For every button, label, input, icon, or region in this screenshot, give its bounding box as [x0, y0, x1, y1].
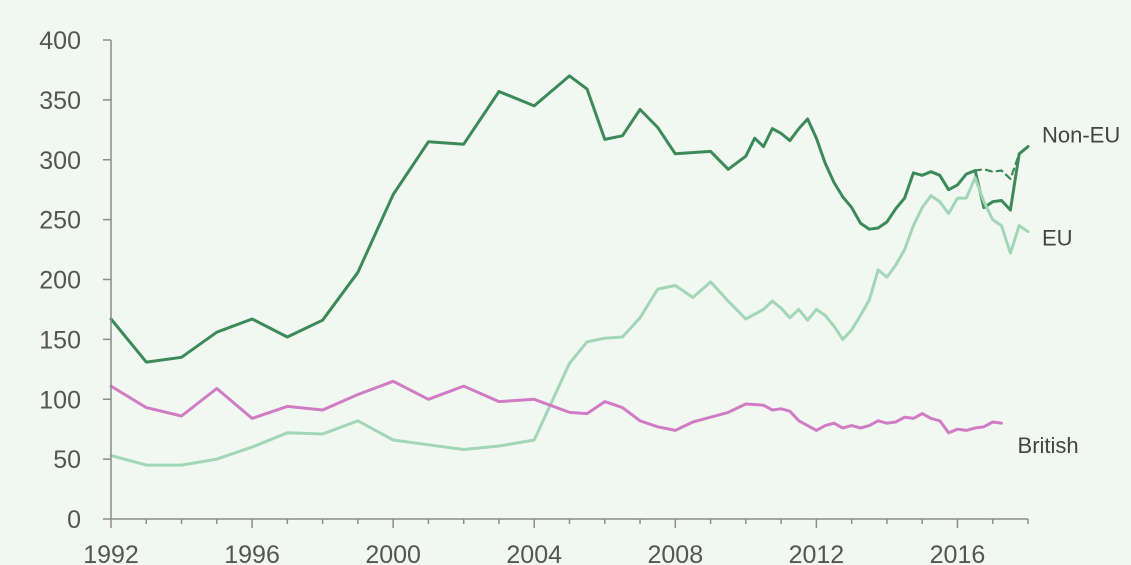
x-tick-label: 2012: [789, 541, 845, 565]
x-tick-label: 1992: [83, 541, 139, 565]
series-line-british: [109, 379, 1003, 435]
series-line-eu: [109, 176, 1030, 467]
series-line-non-eu: [109, 74, 1030, 364]
x-tick-label: 2000: [365, 541, 421, 565]
series-label-eu: EU: [1042, 226, 1073, 251]
y-tick-label: 400: [39, 27, 81, 55]
x-tick-label: 2016: [930, 541, 986, 565]
series-line-dashed-1: [974, 152, 1021, 180]
y-tick-label: 50: [53, 446, 81, 474]
series-label-british: British: [1018, 433, 1079, 458]
y-tick-label: 0: [67, 506, 81, 534]
y-tick-label: 300: [39, 147, 81, 175]
y-tick-label: 200: [39, 267, 81, 295]
series-label-non-eu: Non-EU: [1042, 123, 1120, 148]
y-tick-label: 100: [39, 386, 81, 414]
y-tick-label: 350: [39, 87, 81, 115]
y-tick-label: 250: [39, 207, 81, 235]
axes-layer: 0 50 100 150 200 250 300 350 400 1992 1996 2000 2004…: [39, 27, 1029, 565]
series-layer: [109, 74, 1030, 467]
series-labels: Non-EU EU British: [1018, 123, 1121, 459]
x-tick-label: 2008: [647, 541, 703, 565]
x-tick-label: 1996: [224, 541, 280, 565]
x-tick-label: 2004: [506, 541, 562, 565]
y-tick-label: 150: [39, 326, 81, 354]
